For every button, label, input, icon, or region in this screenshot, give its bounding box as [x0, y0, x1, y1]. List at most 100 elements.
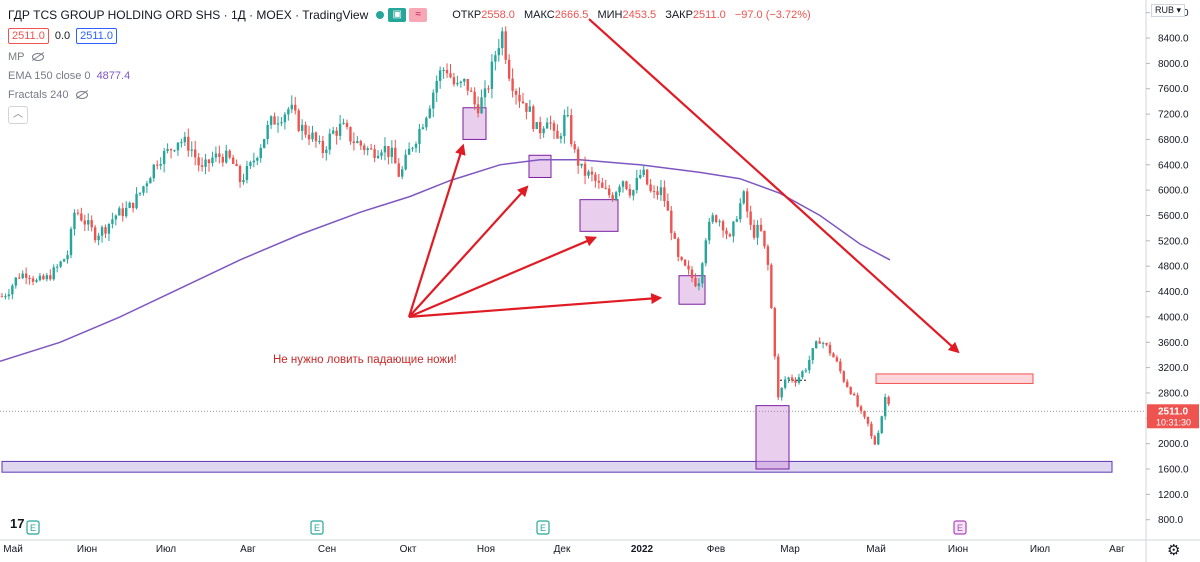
candle-body[interactable]	[797, 377, 801, 383]
candle-body[interactable]	[345, 122, 349, 127]
candle-body[interactable]	[428, 108, 431, 118]
candle-body[interactable]	[121, 208, 124, 217]
candle-body[interactable]	[545, 122, 549, 129]
plot-area[interactable]: Не нужно ловить падающие ножи! E E E E	[0, 18, 1146, 535]
candle-body[interactable]	[207, 159, 211, 164]
candle-body[interactable]	[870, 423, 873, 437]
candle-body[interactable]	[66, 255, 69, 260]
candle-body[interactable]	[211, 157, 214, 164]
candle-body[interactable]	[411, 147, 414, 149]
candle-body[interactable]	[335, 130, 338, 136]
candle-body[interactable]	[866, 416, 870, 424]
candle-body[interactable]	[525, 103, 528, 112]
candle-body[interactable]	[131, 202, 135, 209]
candle-body[interactable]	[287, 109, 290, 115]
candle-body[interactable]	[704, 240, 707, 264]
candle-body[interactable]	[756, 224, 759, 238]
candle-body[interactable]	[352, 141, 356, 144]
candle-body[interactable]	[349, 126, 352, 142]
candle-body[interactable]	[639, 174, 642, 178]
candle-body[interactable]	[507, 59, 511, 79]
candle-body[interactable]	[777, 356, 780, 398]
candle-body[interactable]	[142, 186, 145, 193]
candle-body[interactable]	[735, 219, 739, 222]
candle-body[interactable]	[614, 192, 618, 200]
annotation-text[interactable]: Не нужно ловить падающие ножи!	[273, 354, 457, 366]
candle-body[interactable]	[601, 182, 604, 188]
candle-body[interactable]	[145, 183, 149, 187]
candle-body[interactable]	[711, 215, 714, 222]
trend-arrow[interactable]	[408, 236, 598, 318]
candle-body[interactable]	[652, 191, 656, 193]
candle-body[interactable]	[90, 220, 93, 228]
candle-body[interactable]	[725, 230, 728, 235]
candle-body[interactable]	[297, 110, 300, 131]
currency-selector[interactable]: RUB ▾	[1151, 4, 1186, 17]
candle-body[interactable]	[276, 123, 280, 125]
candle-body[interactable]	[497, 48, 500, 56]
candle-body[interactable]	[314, 132, 318, 142]
candle-body[interactable]	[390, 147, 394, 157]
candle-body[interactable]	[56, 266, 59, 268]
last-price-badge[interactable]	[1147, 404, 1199, 429]
candle-body[interactable]	[690, 269, 694, 278]
candle-body[interactable]	[835, 357, 839, 362]
candle-body[interactable]	[107, 223, 111, 234]
candle-body[interactable]	[746, 191, 749, 212]
candle-body[interactable]	[576, 149, 580, 166]
candle-body[interactable]	[811, 348, 814, 360]
candle-body[interactable]	[780, 387, 783, 398]
indicator-ema[interactable]: EMA 150 close 0 4877.4	[8, 70, 130, 82]
candle-body[interactable]	[325, 149, 328, 153]
highlight-zone[interactable]	[755, 405, 790, 470]
candle-body[interactable]	[708, 221, 711, 241]
candle-body[interactable]	[159, 164, 162, 166]
candle-body[interactable]	[245, 165, 249, 180]
candle-body[interactable]	[670, 210, 673, 233]
candle-body[interactable]	[221, 156, 224, 163]
candle-body[interactable]	[214, 153, 218, 158]
candle-body[interactable]	[842, 371, 845, 382]
candle-body[interactable]	[849, 387, 852, 394]
candle-body[interactable]	[418, 128, 421, 144]
candle-body[interactable]	[590, 171, 594, 175]
time-axis[interactable]: Май Июн Июл Авг Сен Окт Ноя Дек 2022 Фев Мар Май Июн…	[0, 539, 1200, 555]
candle-body[interactable]	[14, 277, 17, 286]
candle-body[interactable]	[256, 158, 259, 161]
candle-body[interactable]	[225, 150, 228, 163]
candle-body[interactable]	[742, 191, 745, 204]
collapse-legend-icon[interactable]: ︿	[8, 106, 28, 124]
candle-body[interactable]	[190, 149, 193, 151]
sell-price-button[interactable]: 2511.0	[8, 28, 49, 44]
candle-body[interactable]	[7, 294, 11, 297]
candle-body[interactable]	[311, 132, 314, 140]
candle-body[interactable]	[466, 78, 469, 91]
candle-body[interactable]	[663, 187, 666, 202]
candle-body[interactable]	[87, 220, 90, 225]
candle-body[interactable]	[587, 171, 590, 176]
candle-body[interactable]	[597, 180, 601, 183]
candle-body[interactable]	[176, 142, 180, 151]
candle-body[interactable]	[628, 189, 632, 196]
candle-body[interactable]	[718, 221, 721, 223]
candle-body[interactable]	[494, 55, 497, 62]
highlight-zone[interactable]	[528, 154, 552, 178]
candle-body[interactable]	[52, 267, 55, 280]
candle-body[interactable]	[24, 273, 28, 278]
candle-body[interactable]	[169, 149, 173, 151]
candle-body[interactable]	[432, 92, 435, 109]
candle-body[interactable]	[759, 224, 763, 231]
candle-body[interactable]	[338, 123, 342, 136]
candle-body[interactable]	[28, 277, 31, 279]
candle-body[interactable]	[635, 177, 638, 191]
candle-body[interactable]	[483, 88, 487, 98]
candle-body[interactable]	[808, 359, 811, 371]
candle-body[interactable]	[476, 104, 480, 114]
candle-body[interactable]	[749, 211, 752, 225]
candle-body[interactable]	[790, 377, 794, 381]
candle-body[interactable]	[604, 187, 607, 189]
candle-body[interactable]	[563, 115, 566, 137]
candle-body[interactable]	[369, 148, 373, 150]
candle-body[interactable]	[611, 195, 614, 200]
candle-body[interactable]	[156, 164, 159, 166]
